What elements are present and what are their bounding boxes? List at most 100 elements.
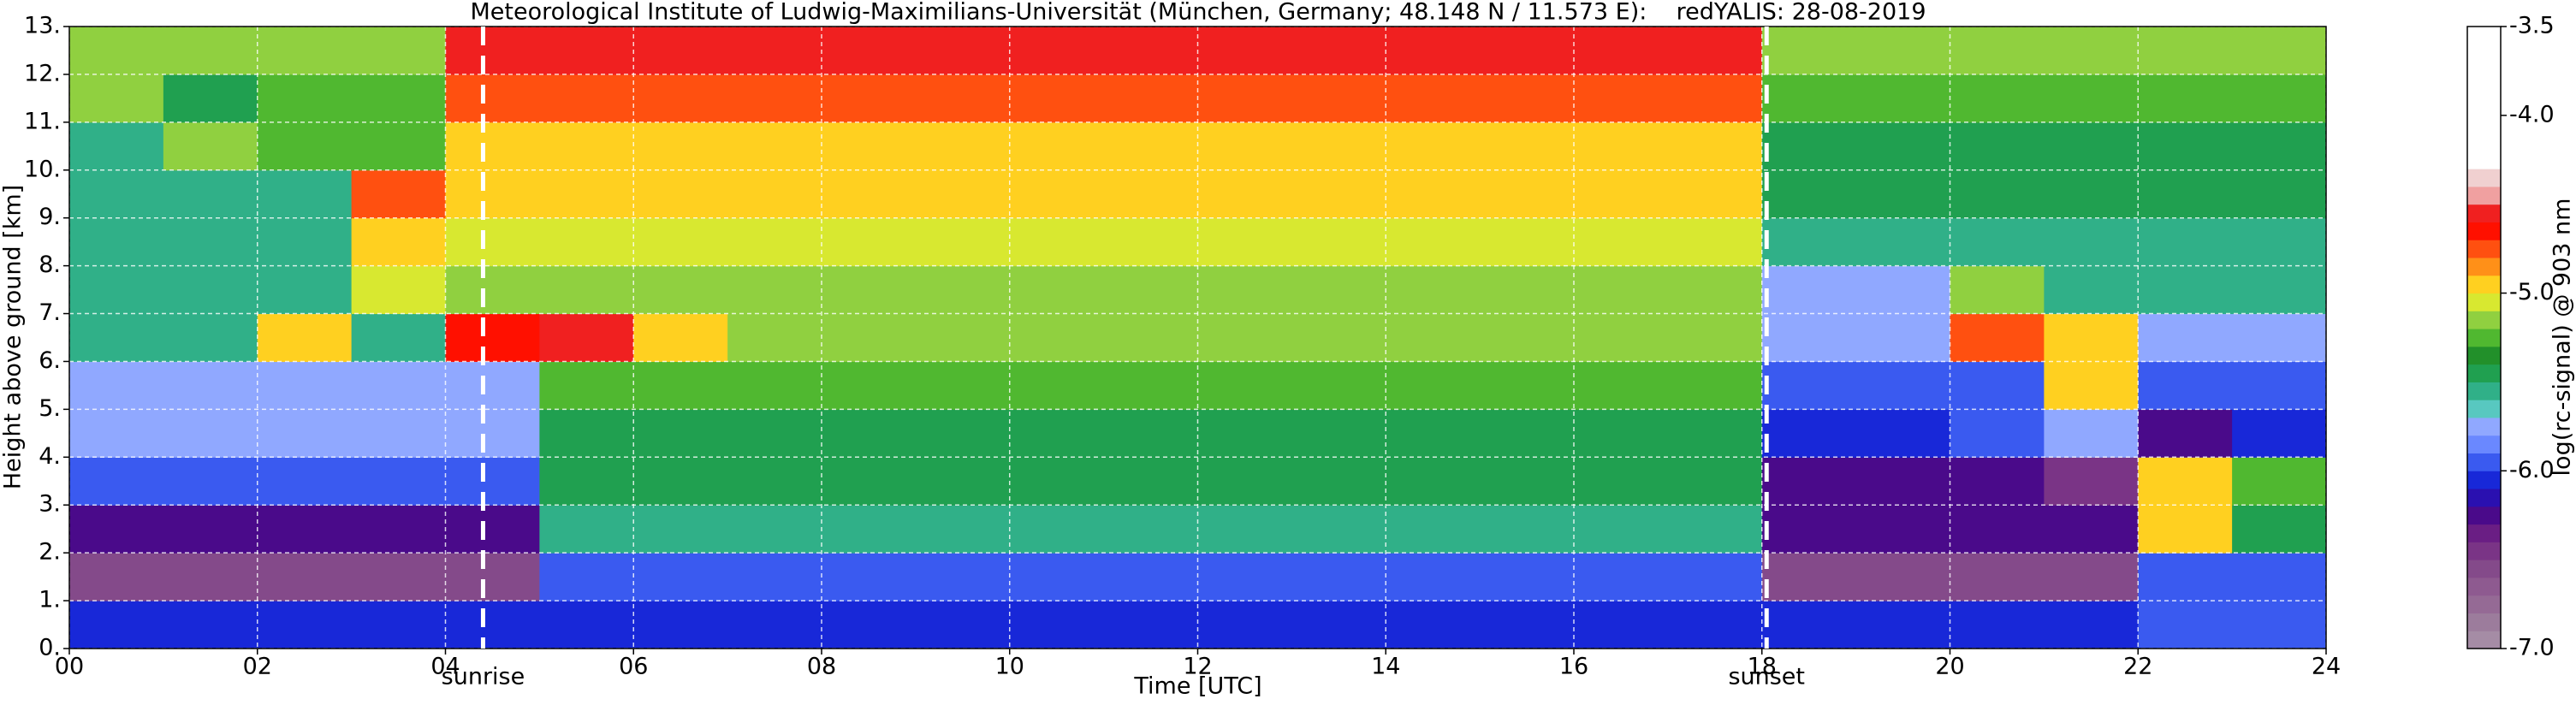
heatmap-cell [1480,217,1575,267]
heatmap-cell [822,27,917,75]
heatmap-cell [1480,265,1575,315]
heatmap-cell [351,121,446,171]
heatmap-cell [1009,121,1105,171]
heatmap-cell [2232,505,2327,554]
colorbar-swatch [2467,151,2501,169]
colorbar-swatch [2467,417,2501,436]
colorbar-swatch [2467,595,2501,613]
heatmap-cell [1667,121,1763,171]
heatmap-cell [163,505,258,554]
heatmap-cell [1103,74,1198,123]
heatmap-cell [69,217,164,267]
heatmap-cell [351,217,446,267]
heatmap-cell [1103,601,1198,649]
x-tick-label: 06 [619,654,648,680]
heatmap-cell [1291,457,1386,506]
heatmap-cell [257,169,353,219]
heatmap-cell [2138,265,2233,315]
heatmap-cell [1386,409,1481,458]
heatmap-cell [351,265,446,315]
heatmap-cell [1667,74,1763,123]
colorbar-swatch [2467,577,2501,596]
heatmap-cell [1950,217,2045,267]
heatmap-cell [1855,409,1950,458]
heatmap-cell [822,361,917,410]
heatmap-cell [351,409,446,458]
heatmap-cell [1950,457,2045,506]
heatmap-cell [2138,121,2233,171]
heatmap-cell [1574,27,1669,75]
heatmap-cell [1103,217,1198,267]
colorbar-tick-label: -6.0 [2509,457,2555,483]
heatmap-cell [445,27,540,75]
heatmap-cell [257,601,353,649]
heatmap-cell [915,553,1011,601]
heatmap-cell [1950,361,2045,410]
heatmap-cell [1291,74,1386,123]
heatmap-cell [1950,27,2045,75]
heatmap-cell [1009,505,1105,554]
heatmap-cell [822,217,917,267]
heatmap-cell [1103,409,1198,458]
x-tick-label: 08 [807,654,836,680]
heatmap-cell [257,217,353,267]
heatmap-cell [69,313,164,362]
heatmap-cell [1574,553,1669,601]
colorbar-swatch [2467,329,2501,347]
heatmap-cell [163,409,258,458]
heatmap-cell [915,313,1011,362]
heatmap-cell [2138,361,2233,410]
heatmap-cell [69,409,164,458]
heatmap-cell [2232,121,2327,171]
heatmap-cell [727,505,822,554]
heatmap-cell [445,313,540,362]
heatmap-cell [257,313,353,362]
event-label: sunrise [442,664,525,690]
heatmap-cell [257,27,353,75]
heatmap-cell [1667,217,1763,267]
heatmap-cell [1855,217,1950,267]
heatmap-cell [351,74,446,123]
heatmap-cell [1667,265,1763,315]
heatmap-cell [2138,27,2233,75]
heatmap-cell [445,74,540,123]
heatmap-cell [727,121,822,171]
heatmap-cell [69,169,164,219]
heatmap-cell [1667,361,1763,410]
heatmap-cell [1197,457,1292,506]
heatmap-cell [727,361,822,410]
heatmap-cell [2044,505,2139,554]
heatmap-cell [1103,265,1198,315]
heatmap-cell [1855,121,1950,171]
event-label: sunset [1728,664,1805,690]
heatmap-cell [633,217,728,267]
heatmap-cell [539,361,634,410]
heatmap-cell [2044,601,2139,649]
colorbar-swatch [2467,524,2501,542]
heatmap-cell [539,74,634,123]
x-tick-label: 02 [243,654,272,680]
heatmap-cell [1103,121,1198,171]
heatmap-cell [2232,457,2327,506]
heatmap-cell [727,457,822,506]
colorbar-swatch [2467,631,2501,649]
heatmap-cell [915,121,1011,171]
y-tick-label: 2. [39,539,61,566]
heatmap-cell [1950,553,2045,601]
y-tick-label: 9. [39,204,61,230]
heatmap-cell [1197,601,1292,649]
heatmap-cell [1855,265,1950,315]
heatmap-cell [2232,169,2327,219]
x-tick-label: 10 [995,654,1024,680]
heatmap-cell [163,217,258,267]
colorbar-swatch [2467,258,2501,276]
heatmap-cell [445,505,540,554]
heatmap-cell [1386,217,1481,267]
heatmap-cell [1291,505,1386,554]
x-tick-label: 24 [2312,654,2341,680]
heatmap-cell [1667,505,1763,554]
heatmap-cell [822,265,917,315]
heatmap-cell [633,121,728,171]
heatmap-cell [727,27,822,75]
